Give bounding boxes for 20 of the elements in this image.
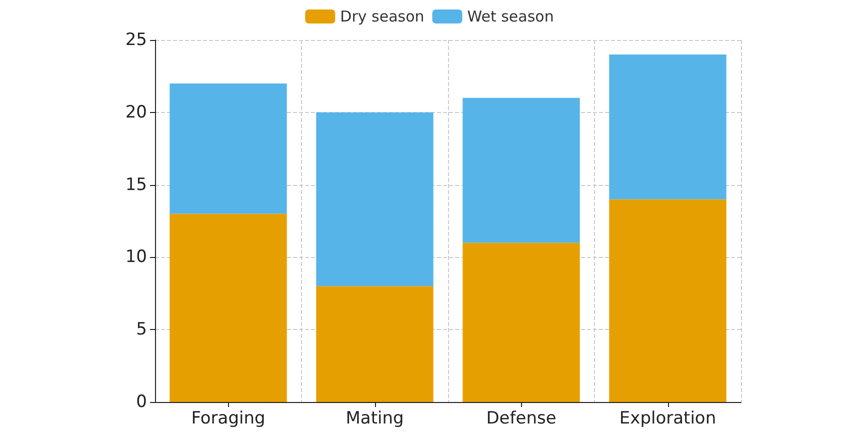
y-tick-label: 10 — [125, 247, 147, 268]
y-tick-label: 5 — [136, 320, 147, 340]
x-tick-label: Foraging — [191, 408, 266, 428]
bar — [170, 214, 287, 402]
bar — [609, 54, 726, 200]
y-tick-label: 15 — [125, 174, 147, 195]
bar — [462, 98, 580, 243]
y-tick-label: 25 — [125, 30, 147, 50]
y-tick-label: 0 — [136, 392, 147, 412]
bar — [462, 242, 580, 402]
x-tick-label: Mating — [346, 408, 404, 428]
bar — [316, 286, 434, 402]
x-tick-label: Exploration — [619, 408, 716, 428]
bar — [609, 199, 726, 402]
legend-label: Wet season — [467, 8, 554, 26]
bar — [316, 112, 434, 286]
x-tick-label: Defense — [486, 408, 556, 428]
legend-label: Dry season — [340, 8, 424, 26]
bar — [170, 83, 287, 214]
y-tick-label: 20 — [125, 102, 147, 122]
